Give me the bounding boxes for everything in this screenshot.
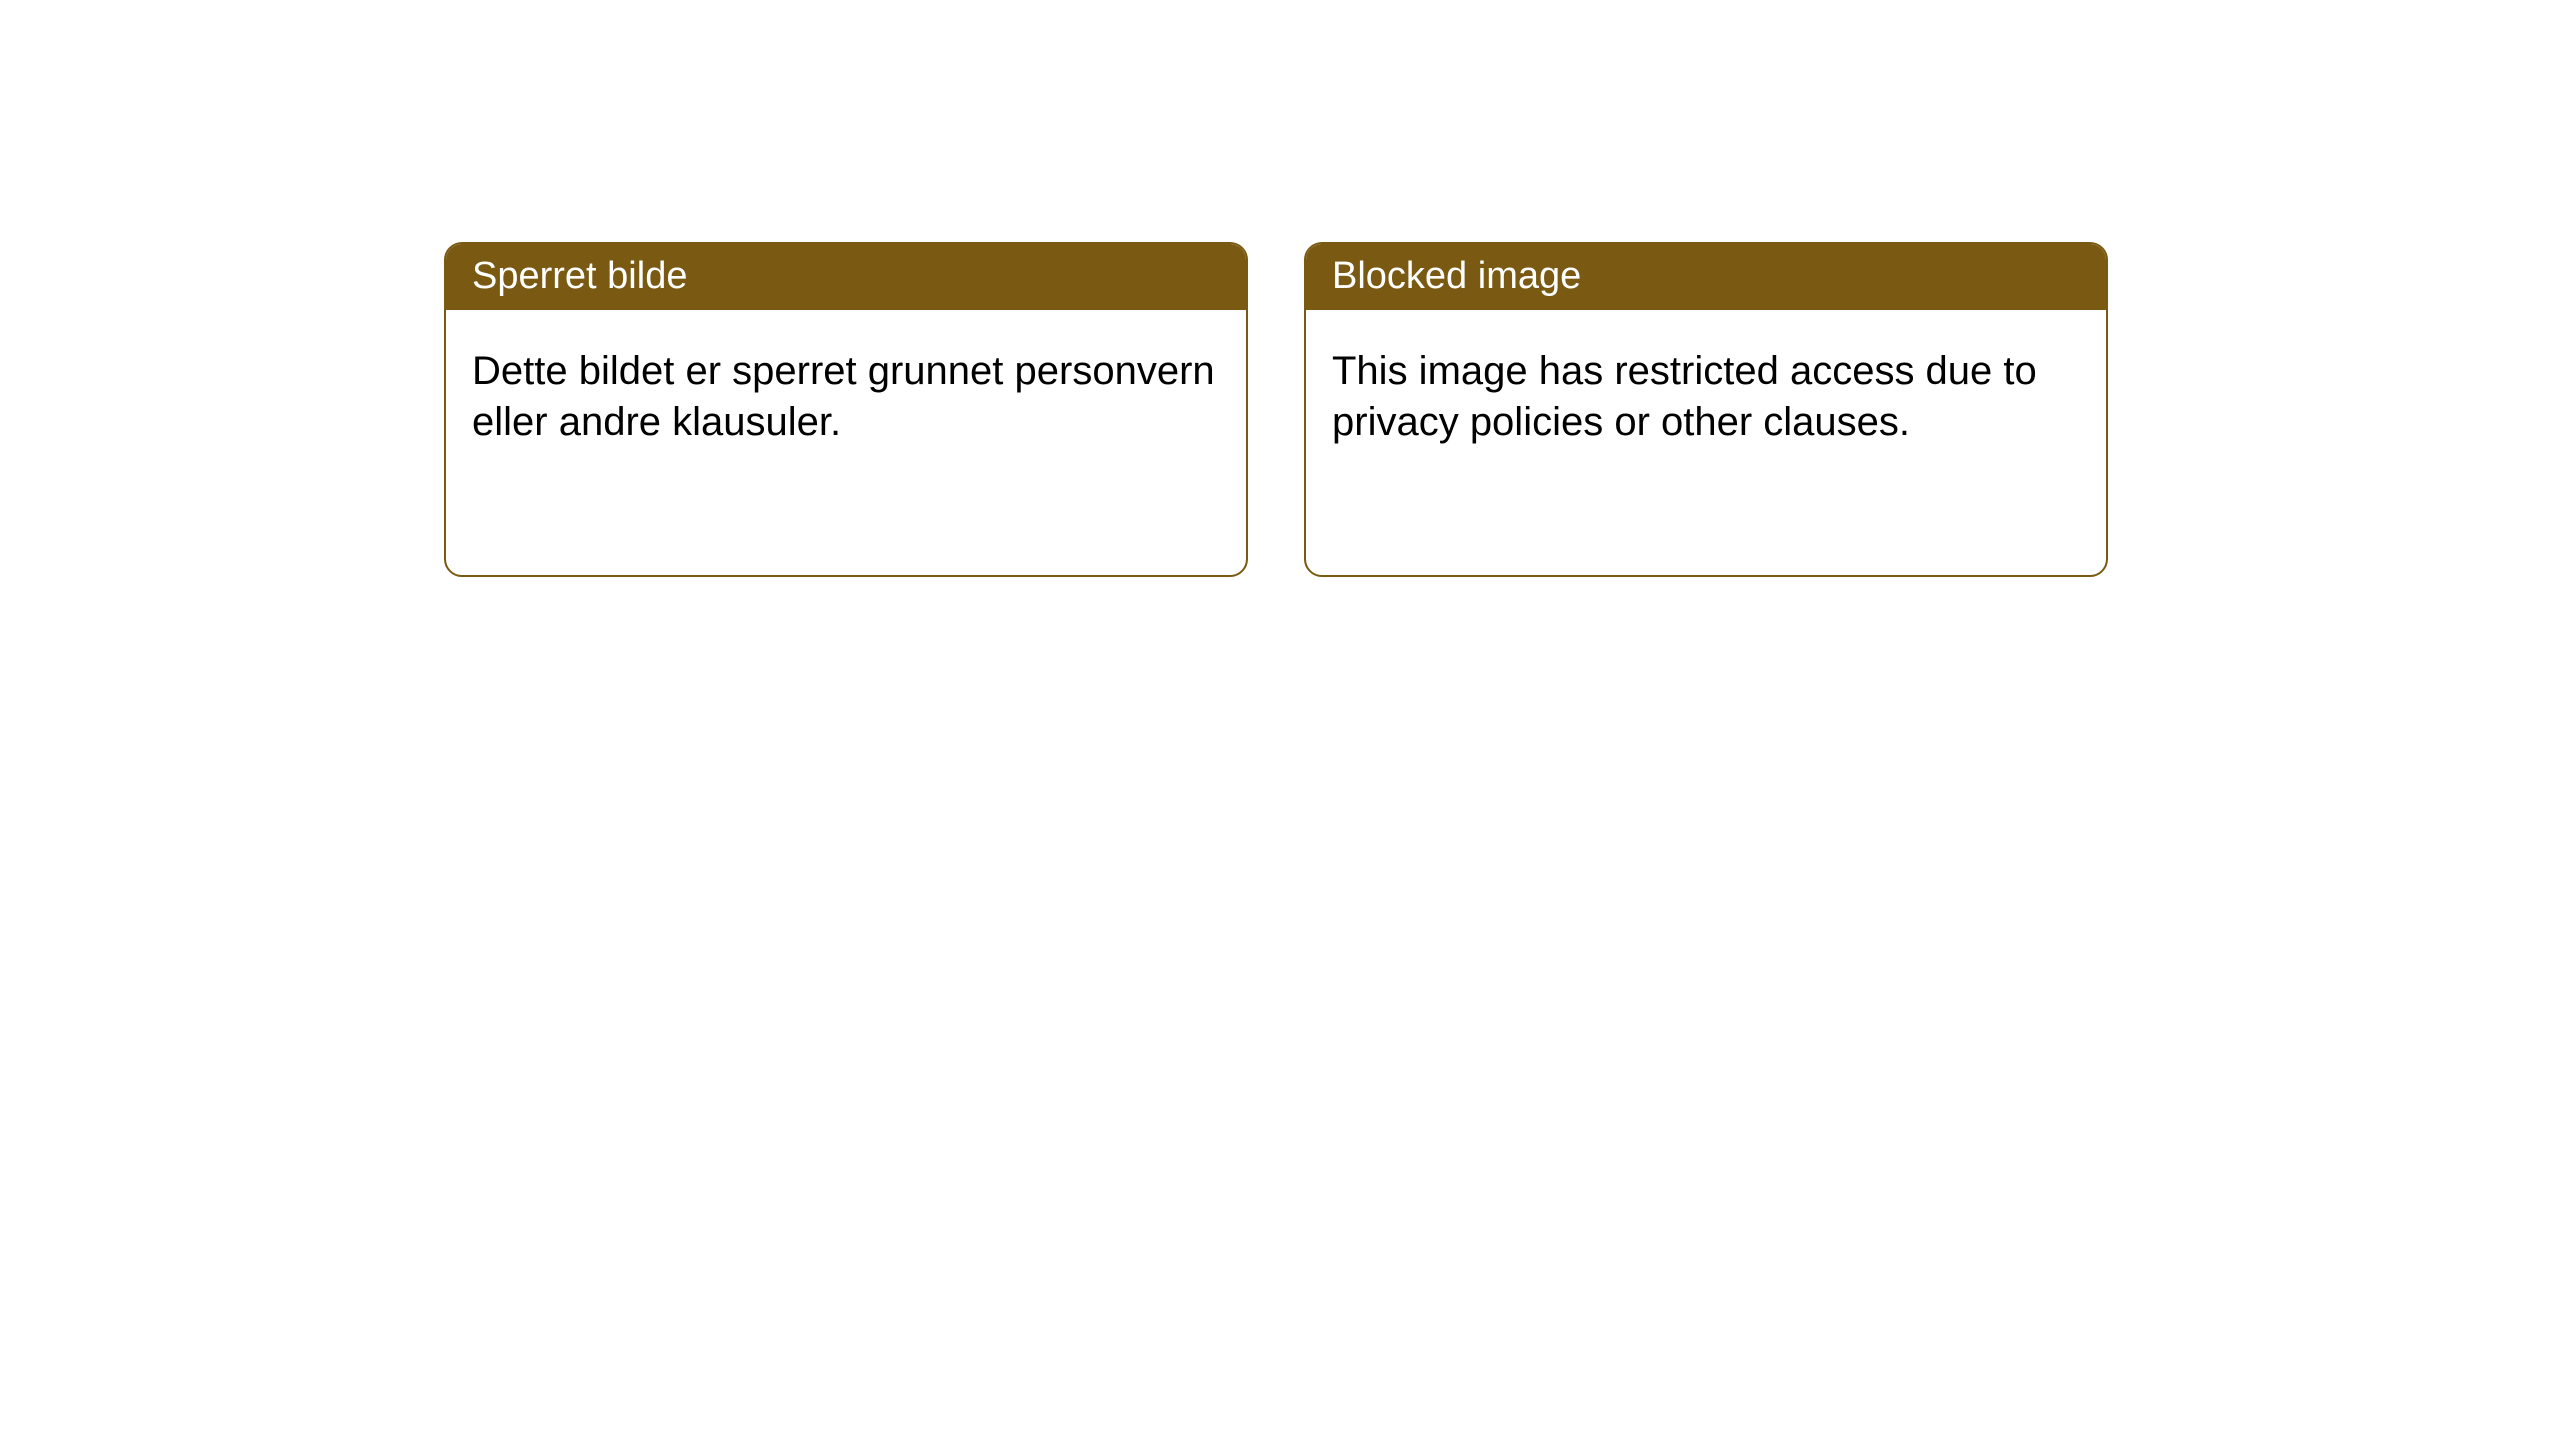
notice-title: Blocked image xyxy=(1306,244,2106,310)
notice-body: This image has restricted access due to … xyxy=(1306,310,2106,484)
notice-title: Sperret bilde xyxy=(446,244,1246,310)
notice-card-norwegian: Sperret bilde Dette bildet er sperret gr… xyxy=(444,242,1248,577)
notice-body: Dette bildet er sperret grunnet personve… xyxy=(446,310,1246,484)
notice-card-english: Blocked image This image has restricted … xyxy=(1304,242,2108,577)
notice-container: Sperret bilde Dette bildet er sperret gr… xyxy=(0,0,2560,577)
